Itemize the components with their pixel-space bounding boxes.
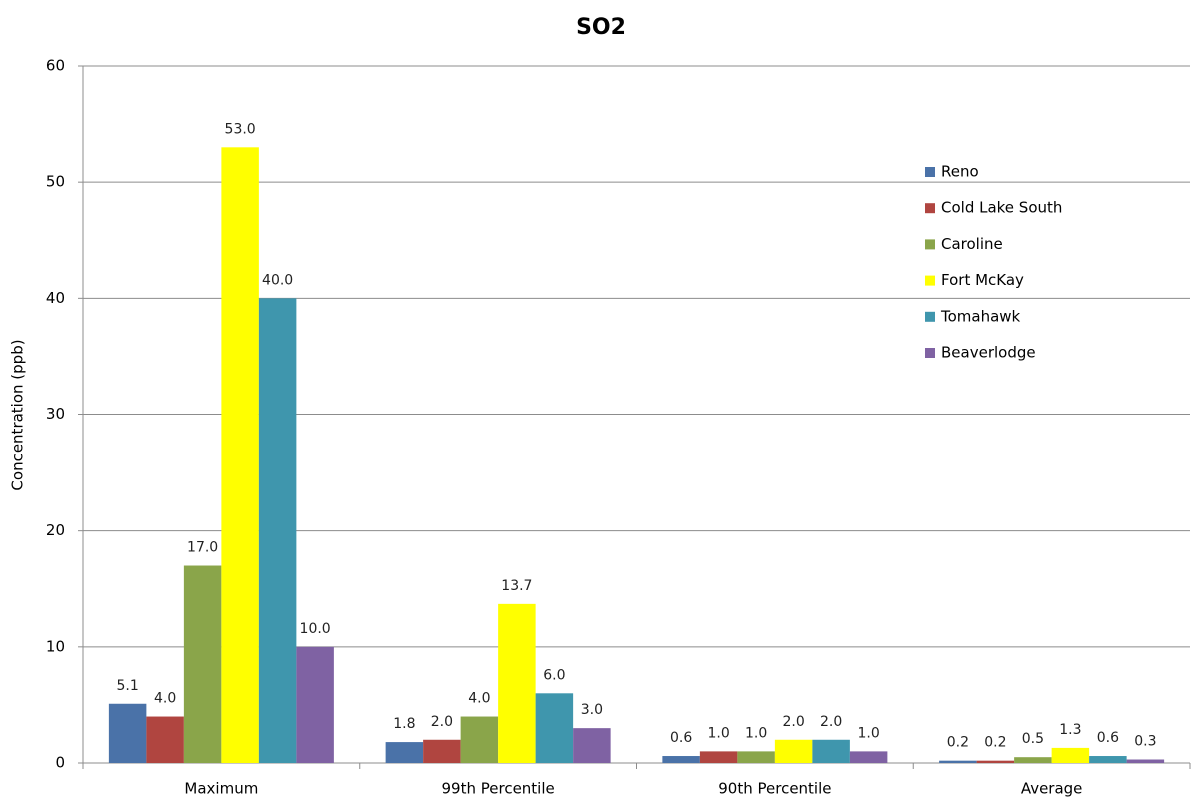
bar [1089, 756, 1127, 763]
legend-swatch [925, 311, 935, 322]
bar [1051, 747, 1090, 763]
legend-swatch [925, 275, 935, 286]
legend-label: Tomahawk [940, 307, 1021, 325]
bar [812, 739, 850, 763]
bar [385, 742, 424, 763]
bar [737, 751, 775, 763]
x-tick-label: 99th Percentile [442, 780, 555, 798]
value-label: 0.3 [1134, 734, 1156, 750]
bar [573, 728, 611, 763]
value-label: 53.0 [225, 121, 256, 137]
bar [423, 739, 461, 763]
bar [498, 603, 536, 763]
bar [146, 716, 184, 763]
bar [774, 739, 813, 763]
bar [1014, 757, 1052, 763]
x-tick-label: 90th Percentile [718, 780, 831, 798]
y-tick-label: 10 [46, 637, 65, 655]
value-label: 2.0 [431, 714, 453, 730]
legend-label: Caroline [941, 235, 1003, 253]
value-label: 3.0 [581, 702, 603, 718]
bar [183, 565, 222, 763]
bar [976, 760, 1015, 763]
value-label: 0.2 [984, 735, 1006, 751]
value-label: 1.3 [1059, 722, 1081, 738]
bar [849, 751, 888, 763]
legend-swatch [925, 167, 935, 177]
legend-swatch [925, 239, 935, 250]
value-label: 17.0 [187, 540, 218, 556]
y-tick-label: 30 [46, 405, 65, 423]
value-label: 0.6 [670, 730, 692, 746]
value-label: 1.0 [745, 725, 767, 741]
value-label: 40.0 [262, 272, 293, 288]
value-label: 0.2 [947, 735, 969, 751]
value-label: 13.7 [501, 578, 532, 594]
bar [221, 147, 259, 764]
x-tick-label: Average [1021, 780, 1083, 798]
bar [296, 646, 334, 763]
legend-label: Beaverlodge [941, 344, 1036, 362]
value-label: 2.0 [782, 714, 804, 730]
bar [258, 298, 297, 763]
bar [699, 751, 738, 763]
value-label: 0.5 [1022, 731, 1044, 747]
y-tick-label: 40 [46, 289, 65, 307]
value-label: 10.0 [300, 621, 331, 637]
y-tick-label: 0 [55, 754, 65, 772]
legend-label: Reno [941, 163, 979, 181]
value-label: 4.0 [154, 691, 176, 707]
chart-title: SO2 [576, 15, 626, 40]
value-label: 2.0 [820, 714, 842, 730]
value-label: 1.0 [707, 725, 729, 741]
value-label: 1.8 [393, 716, 415, 732]
legend-swatch [925, 203, 935, 214]
legend-label: Cold Lake South [941, 199, 1062, 217]
value-label: 6.0 [543, 667, 565, 683]
legend-swatch [925, 348, 935, 358]
bar [662, 756, 700, 763]
value-label: 5.1 [116, 678, 138, 694]
bar [535, 693, 574, 763]
bar [1126, 759, 1165, 763]
bar [939, 760, 977, 763]
bar [108, 703, 147, 763]
y-axis-label: Concentration (ppb) [9, 339, 27, 490]
x-tick-label: Maximum [184, 780, 258, 798]
bar [460, 716, 499, 763]
legend-label: Fort McKay [941, 271, 1024, 289]
value-label: 4.0 [468, 691, 490, 707]
y-tick-label: 20 [46, 521, 65, 539]
y-tick-label: 50 [46, 173, 65, 191]
y-tick-label: 60 [46, 57, 65, 75]
value-label: 0.6 [1097, 730, 1119, 746]
value-label: 1.0 [857, 725, 879, 741]
